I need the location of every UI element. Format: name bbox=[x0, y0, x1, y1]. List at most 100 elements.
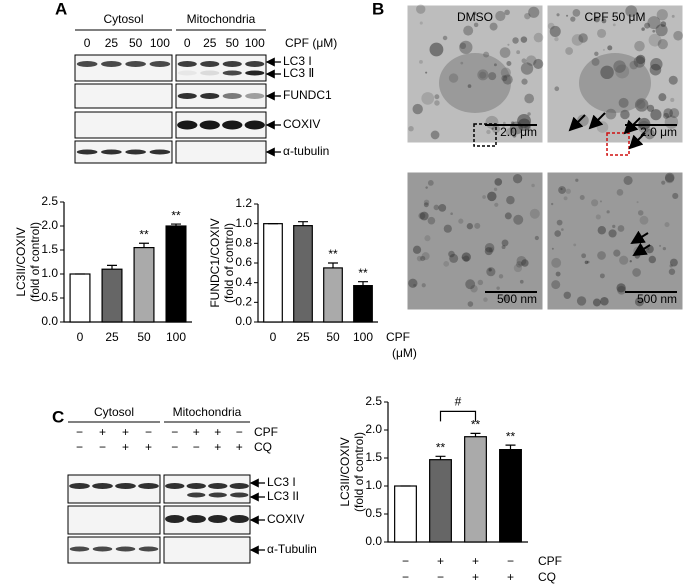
label: CPF bbox=[254, 425, 278, 439]
texture bbox=[555, 271, 561, 277]
label: DMSO bbox=[457, 10, 493, 24]
texture bbox=[527, 112, 531, 116]
label: FUNDC1/COXIV bbox=[208, 218, 222, 307]
texture bbox=[416, 255, 423, 262]
texture bbox=[556, 219, 563, 226]
texture bbox=[650, 109, 662, 121]
label: 0.6 bbox=[235, 255, 252, 269]
error-bar bbox=[470, 432, 481, 437]
texture bbox=[494, 178, 503, 186]
blot-band bbox=[92, 546, 113, 552]
texture bbox=[496, 286, 500, 290]
texture bbox=[534, 235, 539, 241]
label: 0.5 bbox=[365, 506, 382, 520]
label: − bbox=[76, 425, 83, 439]
texture bbox=[605, 108, 617, 120]
texture bbox=[639, 215, 649, 225]
label: − bbox=[236, 425, 243, 439]
texture bbox=[505, 128, 514, 136]
label: COXIV bbox=[267, 512, 304, 526]
label: 0.5 bbox=[41, 290, 58, 304]
texture bbox=[512, 37, 519, 44]
texture bbox=[659, 244, 662, 247]
blot-strip bbox=[163, 474, 251, 504]
texture bbox=[504, 9, 510, 16]
blot-band bbox=[165, 483, 185, 489]
error-bar bbox=[298, 221, 308, 226]
label: 2.0 μm bbox=[640, 125, 677, 139]
texture bbox=[499, 47, 511, 58]
label: ** bbox=[328, 247, 338, 261]
label: CPF bbox=[538, 554, 562, 568]
label: 0 bbox=[270, 330, 277, 344]
texture bbox=[519, 279, 524, 284]
arrow bbox=[630, 230, 649, 245]
panel-label: A bbox=[55, 0, 67, 18]
texture bbox=[521, 259, 529, 267]
texture bbox=[644, 128, 655, 140]
blot-band bbox=[115, 483, 136, 489]
label: 2.0 μm bbox=[500, 125, 537, 139]
blot-band bbox=[208, 515, 228, 523]
label: LC3 I bbox=[283, 54, 312, 68]
label: 0.0 bbox=[235, 314, 252, 328]
blot-band bbox=[208, 492, 227, 498]
texture bbox=[504, 212, 512, 220]
label: 1.2 bbox=[235, 196, 252, 210]
label: + bbox=[507, 570, 514, 584]
texture bbox=[416, 4, 426, 14]
texture bbox=[652, 29, 656, 33]
texture bbox=[616, 283, 626, 293]
texture bbox=[516, 255, 527, 266]
texture bbox=[524, 93, 535, 104]
error-bar bbox=[435, 455, 446, 460]
texture bbox=[661, 180, 666, 185]
label: CPF (μM) bbox=[285, 36, 337, 50]
texture bbox=[594, 51, 599, 57]
texture bbox=[474, 222, 481, 229]
blot-strip bbox=[175, 140, 267, 164]
texture bbox=[551, 280, 561, 290]
texture bbox=[433, 204, 440, 211]
texture bbox=[629, 260, 632, 263]
label: 50 bbox=[137, 330, 151, 344]
blot-band bbox=[115, 546, 136, 552]
blot-band bbox=[230, 492, 249, 498]
texture bbox=[466, 223, 473, 230]
texture bbox=[550, 202, 554, 206]
texture bbox=[616, 189, 624, 196]
texture bbox=[599, 200, 602, 203]
texture bbox=[578, 33, 588, 43]
texture bbox=[648, 255, 657, 264]
bracket bbox=[439, 410, 477, 422]
texture bbox=[488, 268, 492, 272]
texture bbox=[547, 22, 555, 30]
texture bbox=[408, 125, 414, 132]
label: − bbox=[76, 440, 83, 454]
label: Mitochondria bbox=[173, 405, 242, 419]
error-bar bbox=[107, 264, 117, 270]
texture bbox=[506, 61, 512, 67]
texture bbox=[450, 212, 453, 215]
texture bbox=[528, 6, 540, 18]
texture bbox=[486, 267, 496, 277]
label: 500 nm bbox=[497, 292, 537, 306]
texture bbox=[484, 242, 495, 253]
texture bbox=[479, 71, 487, 79]
label: + bbox=[193, 425, 200, 439]
label: 0 bbox=[184, 36, 191, 50]
bar bbox=[133, 247, 155, 323]
texture bbox=[572, 9, 581, 17]
blot-band bbox=[222, 93, 242, 99]
blot-band bbox=[177, 70, 197, 76]
arrow bbox=[568, 114, 586, 132]
texture bbox=[427, 216, 436, 225]
texture bbox=[438, 204, 447, 212]
blot-band bbox=[200, 93, 220, 99]
label: ** bbox=[436, 440, 446, 454]
label: 0.0 bbox=[365, 534, 382, 548]
label: 50 bbox=[226, 36, 240, 50]
texture bbox=[663, 112, 670, 119]
texture bbox=[423, 199, 430, 206]
